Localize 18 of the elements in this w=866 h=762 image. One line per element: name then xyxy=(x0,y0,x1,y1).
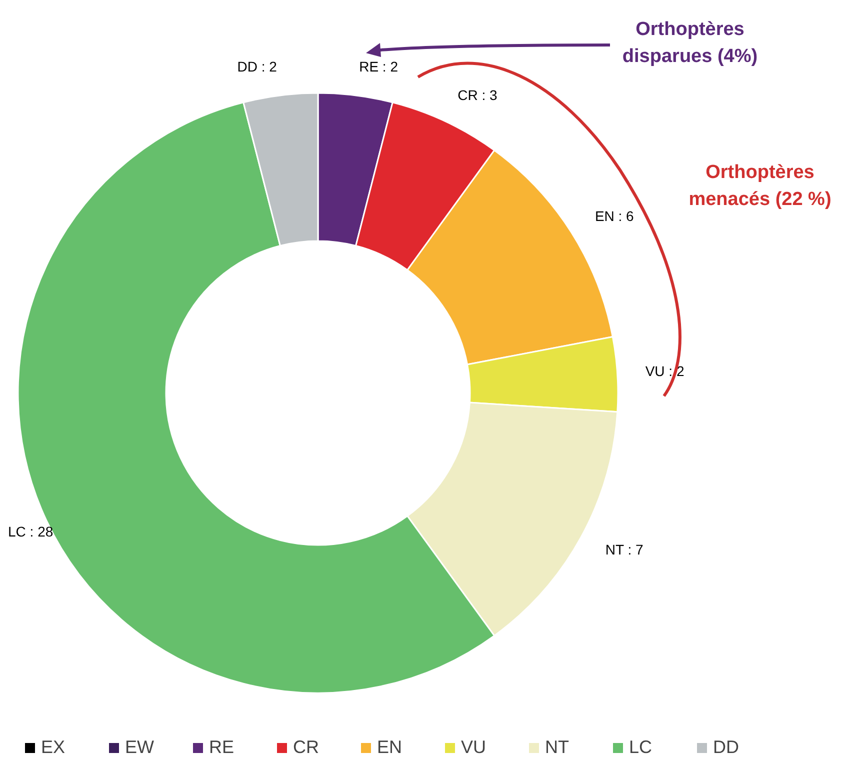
legend-label: VU xyxy=(461,736,486,757)
data-label: EN : 6 xyxy=(594,208,634,224)
text: Orthoptères disparues (4%) xyxy=(622,19,758,67)
legend-label: CR xyxy=(293,736,319,757)
data-label: RE : 2 xyxy=(359,58,398,74)
data-label: DD : 2 xyxy=(237,58,278,74)
data-label: NT : 7 xyxy=(605,542,644,558)
legend-label: EW xyxy=(125,736,154,757)
legend-label: DD xyxy=(713,736,739,757)
legend-label: EN xyxy=(377,736,402,757)
legend-label: LC xyxy=(629,736,652,757)
legend-label: NT xyxy=(545,736,569,757)
data-label: CR : 3 xyxy=(458,86,498,103)
legend-label: EX xyxy=(41,736,66,757)
data-label: LC : 28 xyxy=(8,523,54,540)
data-label: VU : 2 xyxy=(645,363,684,380)
text: Orthoptères menacés (22 %) xyxy=(688,162,832,210)
legend-label: RE xyxy=(209,736,234,757)
